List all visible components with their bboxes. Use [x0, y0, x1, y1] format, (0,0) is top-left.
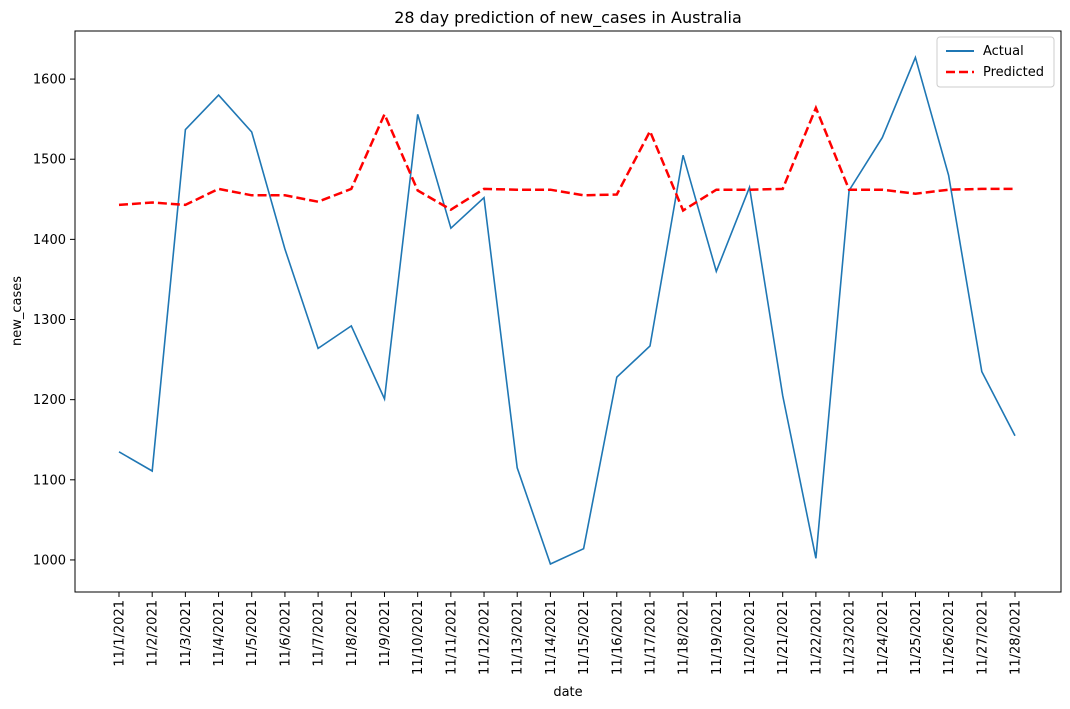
- x-tick-label: 11/12/2021: [478, 600, 493, 675]
- x-tick-label: 11/20/2021: [743, 600, 758, 675]
- series-lines: [118, 54, 1016, 566]
- x-tick-label: 11/14/2021: [544, 600, 559, 675]
- y-tick-label: 1200: [33, 393, 66, 408]
- x-tick-label: 11/4/2021: [212, 600, 227, 667]
- x-tick-label: 11/26/2021: [942, 600, 957, 675]
- x-tick-label: 11/19/2021: [710, 600, 725, 675]
- legend-label-predicted: Predicted: [983, 65, 1044, 80]
- x-tick-label: 11/3/2021: [179, 600, 194, 667]
- x-tick-label: 11/6/2021: [278, 600, 293, 667]
- legend: Actual Predicted: [936, 36, 1055, 88]
- y-tick-label: 1500: [33, 153, 66, 168]
- legend-label-actual: Actual: [983, 44, 1024, 59]
- x-tick-label: 11/11/2021: [444, 600, 459, 675]
- plot-area: [74, 30, 1062, 593]
- x-tick-label: 11/15/2021: [577, 600, 592, 675]
- x-tick-label: 11/13/2021: [511, 600, 526, 675]
- y-tick-label: 1100: [33, 473, 66, 488]
- x-axis-label: date: [553, 685, 582, 700]
- x-tick-label: 11/27/2021: [975, 600, 990, 675]
- x-tick-label: 11/23/2021: [843, 600, 858, 675]
- y-tick-label: 1000: [33, 553, 66, 568]
- x-tick-label: 11/1/2021: [113, 600, 128, 667]
- x-tick-label: 11/21/2021: [776, 600, 791, 675]
- x-tick-label: 11/18/2021: [677, 600, 692, 675]
- x-tick-label: 11/24/2021: [876, 600, 891, 675]
- y-tick-label: 1600: [33, 73, 66, 88]
- series-line-predicted: [118, 104, 1015, 213]
- y-tick-label: 1400: [33, 233, 66, 248]
- legend-box: [936, 36, 1055, 88]
- x-tick-label: 11/25/2021: [909, 600, 924, 675]
- x-tick-label: 11/17/2021: [643, 600, 658, 675]
- x-tick-label: 11/22/2021: [809, 600, 824, 675]
- series-line-actual: [118, 54, 1016, 566]
- x-axis: 11/1/2021 11/2/2021 11/3/2021 11/4/2021 11/5…: [113, 592, 1024, 675]
- chart-title: 28 day prediction of new_cases in Austra…: [394, 8, 742, 28]
- y-axis: 1000 1100 1200 1300 1400 1500 1600: [33, 73, 75, 568]
- x-tick-label: 11/10/2021: [411, 600, 426, 675]
- x-tick-label: 11/2/2021: [146, 600, 161, 667]
- x-tick-label: 11/8/2021: [345, 600, 360, 667]
- x-tick-label: 11/7/2021: [312, 600, 327, 667]
- y-axis-label: new_cases: [10, 276, 25, 346]
- x-tick-label: 11/16/2021: [610, 600, 625, 675]
- x-tick-label: 11/28/2021: [1009, 600, 1024, 675]
- x-tick-label: 11/5/2021: [245, 600, 260, 667]
- y-tick-label: 1300: [33, 313, 66, 328]
- x-tick-label: 11/9/2021: [378, 600, 393, 667]
